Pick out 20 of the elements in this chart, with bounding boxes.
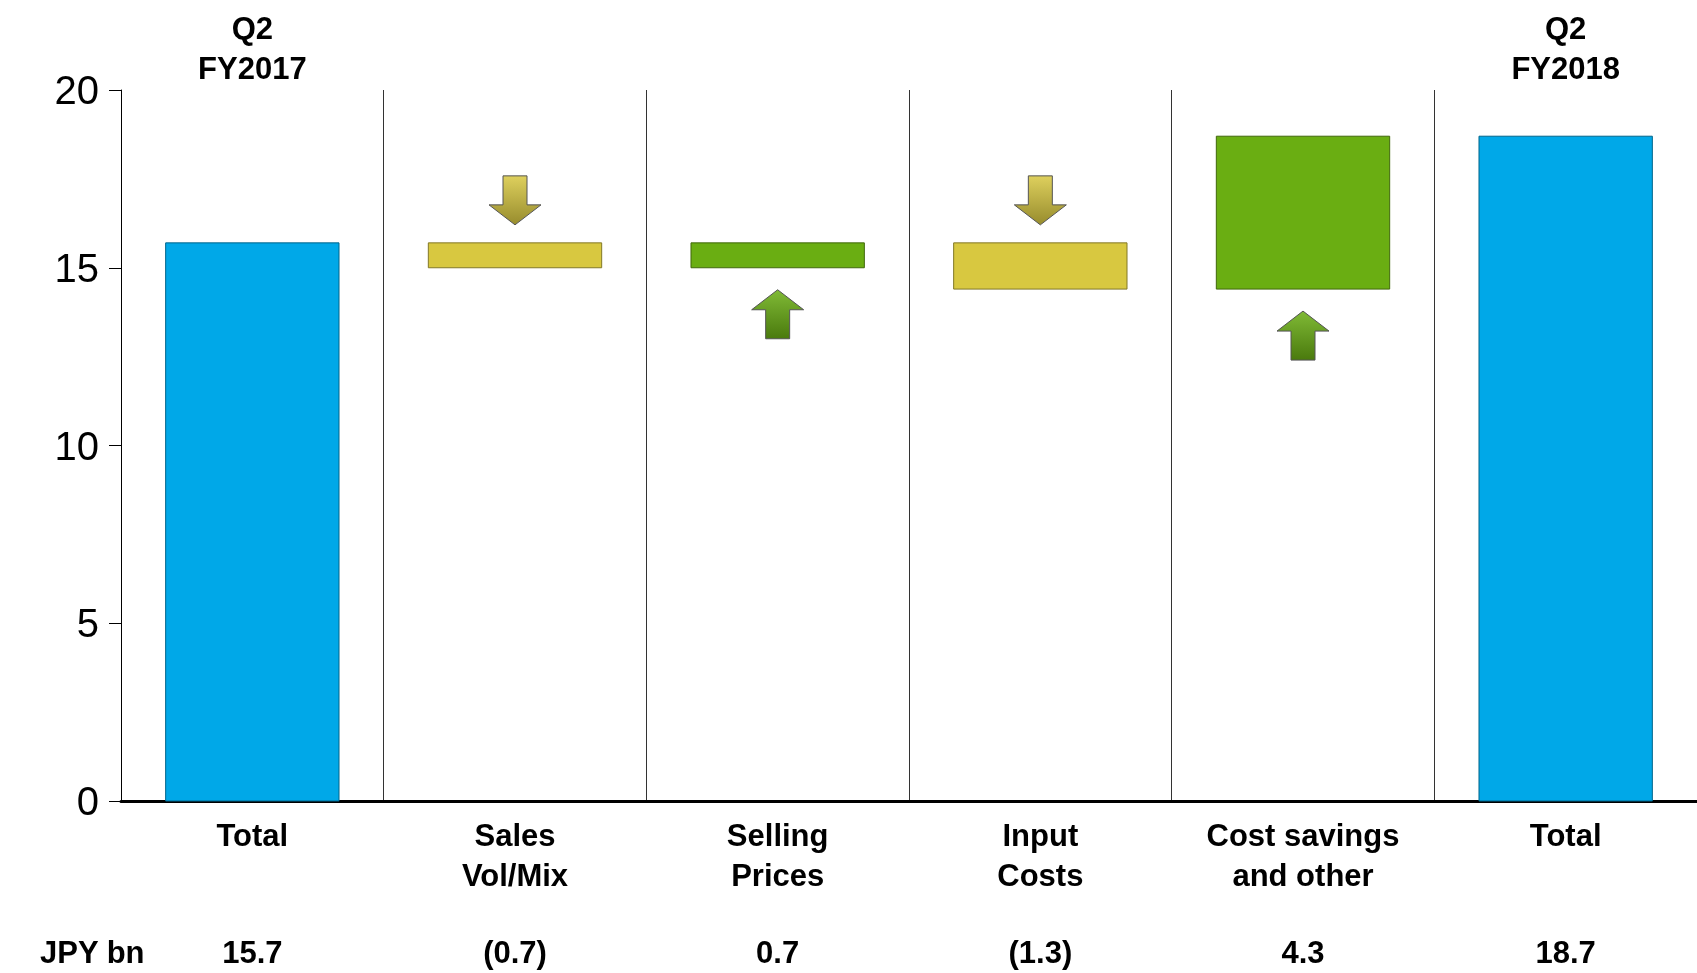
data-label: (1.3) <box>1008 934 1073 970</box>
text: JPY bn <box>40 934 145 970</box>
y-tick-label: 5 <box>76 601 99 646</box>
data-label: 0.7 <box>756 934 800 970</box>
x-tick-label: Cost savings and other <box>1206 817 1400 893</box>
data-label: 4.3 <box>1281 934 1325 970</box>
text: Q2 FY2017 <box>198 10 307 86</box>
x-tick-label: Selling Prices <box>726 817 829 893</box>
data-label: (0.7) <box>483 934 547 970</box>
y-tick-label: 20 <box>54 68 99 112</box>
y-tick-label: 0 <box>76 779 99 823</box>
x-tick-label: Total <box>216 817 289 853</box>
data-label: 18.7 <box>1535 934 1596 970</box>
x-tick-label: Input Costs <box>997 817 1084 893</box>
y-tick-label: 10 <box>54 423 99 468</box>
y-tick-label: 15 <box>54 245 99 290</box>
x-tick-label: Total <box>1529 817 1602 853</box>
data-label: 15.7 <box>222 934 283 970</box>
text: Q2 FY2018 <box>1511 10 1620 86</box>
x-tick-label: Sales Vol/Mix <box>461 817 569 893</box>
